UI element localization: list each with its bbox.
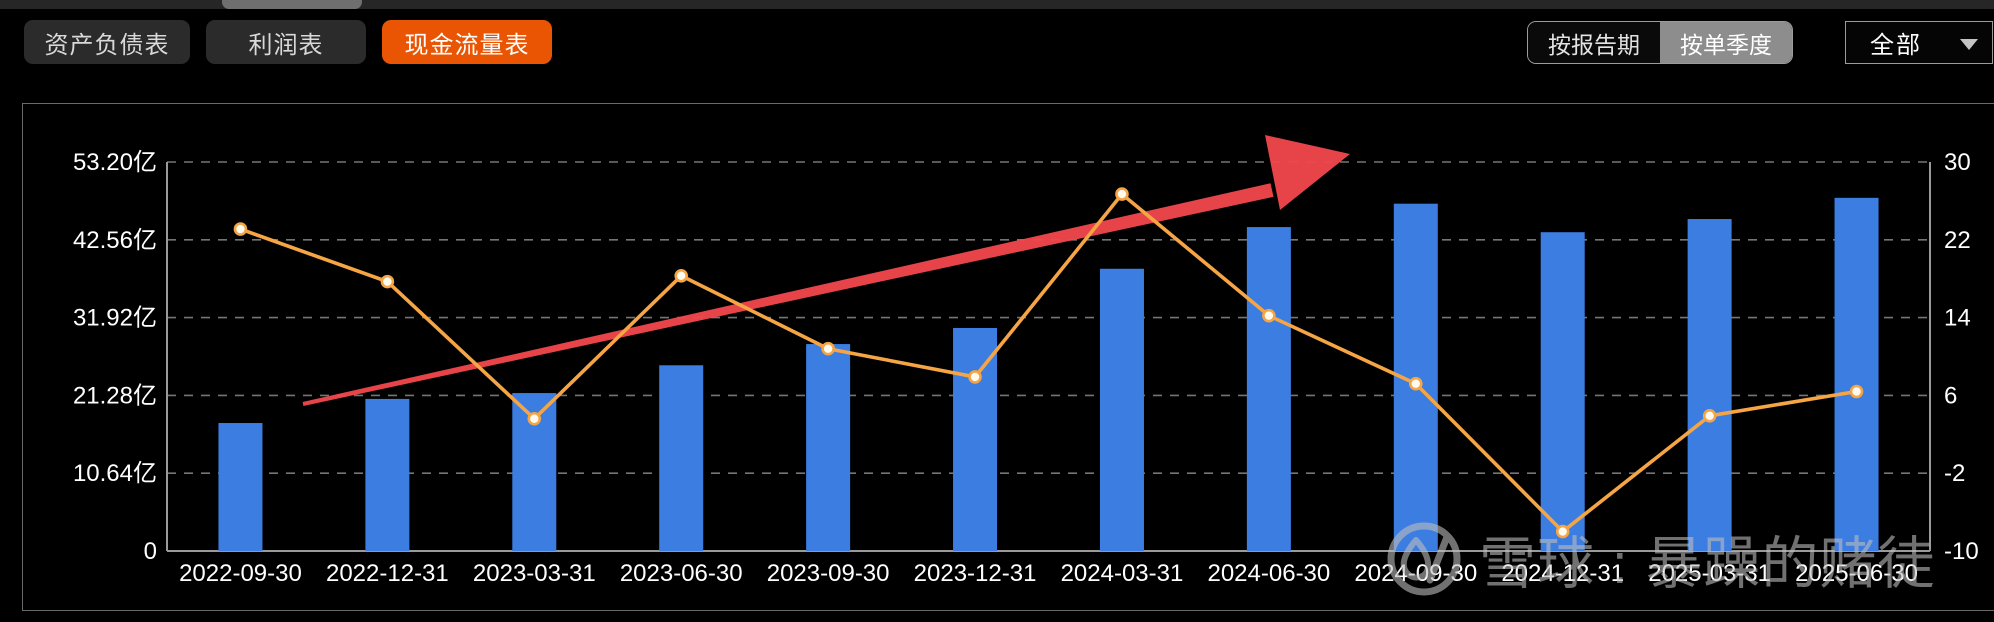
bar[interactable] [1687,219,1732,552]
line-point[interactable] [1555,524,1570,539]
line-point[interactable] [1408,376,1423,391]
x-axis-label: 2024-12-31 [1501,560,1624,587]
x-axis-label: 2024-03-31 [1061,560,1184,587]
left-axis-tick: 42.56亿 [73,227,157,254]
line-point[interactable] [1115,187,1129,201]
tab-income-statement[interactable]: 利润表 [206,20,366,64]
right-axis-tick: -10 [1944,538,1979,565]
top-strip-tab [222,0,362,9]
bar[interactable] [218,423,263,551]
left-axis-tick: 10.64亿 [73,460,157,487]
top-strip [0,0,1994,9]
line-point[interactable] [968,370,982,384]
left-axis-tick: 21.28亿 [73,382,157,409]
x-axis-label: 2023-03-31 [473,560,596,587]
line-point[interactable] [233,222,248,236]
range-dropdown-value: 全部 [1870,32,1922,59]
x-axis-label: 2024-06-30 [1207,560,1330,587]
x-axis-label: 2022-09-30 [179,560,302,587]
x-axis-label: 2025-06-30 [1795,560,1918,587]
toggle-by-report-period[interactable]: 按报告期 [1528,22,1660,63]
trend-arrow-head [1265,135,1350,210]
right-axis-tick: -2 [1944,460,1965,487]
bar[interactable] [659,365,704,551]
left-axis-tick: 0 [144,538,157,565]
trend-arrow-shaft [302,183,1274,406]
range-dropdown[interactable]: 全部 [1845,21,1993,64]
tab-balance-sheet[interactable]: 资产负债表 [24,20,190,64]
line-series[interactable] [239,192,1857,534]
x-axis-label: 2024-09-30 [1354,560,1477,587]
left-axis-tick: 53.20亿 [73,149,157,176]
bar[interactable] [953,327,998,551]
bar[interactable] [1834,197,1879,551]
bar[interactable] [365,398,410,551]
period-toggle: 按报告期 按单季度 [1527,21,1793,64]
chevron-down-icon [1960,39,1978,50]
line-point[interactable] [674,268,689,283]
bar[interactable] [806,344,851,551]
toggle-by-single-quarter[interactable]: 按单季度 [1660,22,1792,63]
right-axis-tick: 22 [1944,227,1971,254]
line-point[interactable] [527,411,542,426]
tab-cash-flow-statement[interactable]: 现金流量表 [382,20,552,64]
line-point[interactable] [1262,308,1276,323]
x-axis-label: 2023-12-31 [914,560,1037,587]
right-axis-tick: 30 [1944,149,1971,176]
x-axis-label: 2022-12-31 [326,560,449,587]
line-point[interactable] [821,341,835,356]
x-axis-label: 2023-09-30 [767,560,890,587]
bar[interactable] [1099,268,1144,551]
left-axis-tick: 31.92亿 [73,305,157,332]
right-axis-tick: 6 [1944,382,1957,409]
x-axis-label: 2023-06-30 [620,560,743,587]
bar[interactable] [1540,232,1585,551]
x-axis-label: 2025-03-31 [1648,560,1771,587]
bar[interactable] [1246,227,1291,551]
line-point[interactable] [380,274,395,289]
line-point[interactable] [1849,384,1864,399]
chart-panel [22,103,1994,611]
right-axis-tick: 14 [1944,305,1971,332]
line-point[interactable] [1702,409,1717,423]
